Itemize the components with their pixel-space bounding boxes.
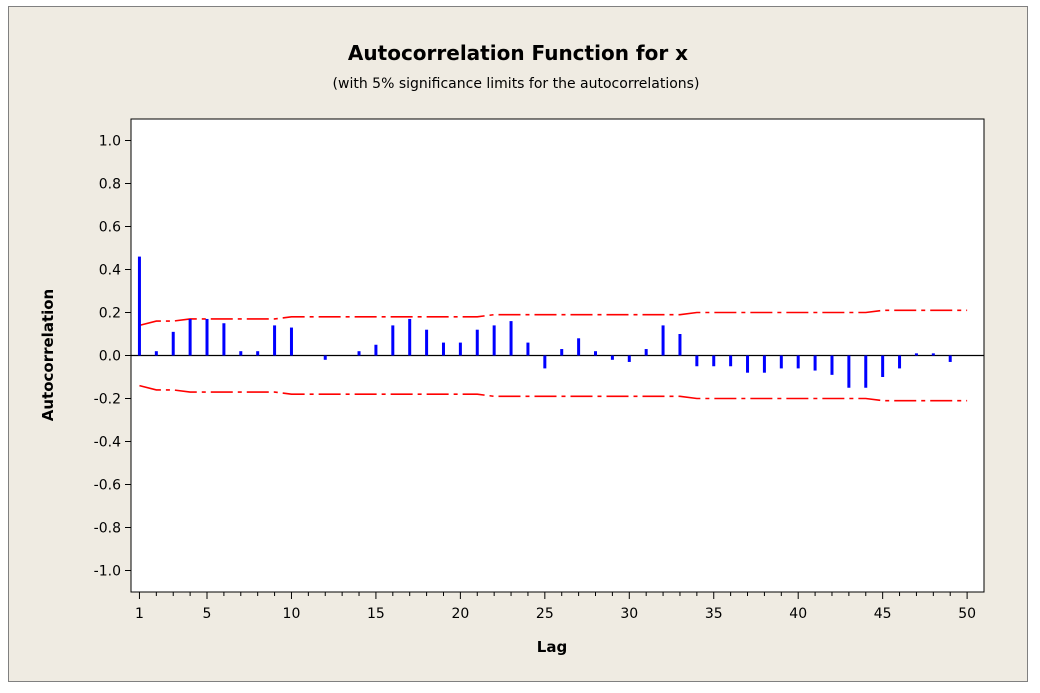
acf-bar-lag-10 xyxy=(289,327,293,356)
acf-bar-lag-4 xyxy=(188,318,192,356)
acf-bars xyxy=(137,256,952,388)
chart-subtitle: (with 5% significance limits for the aut… xyxy=(333,76,700,92)
acf-bar-lag-39 xyxy=(779,355,783,369)
y-tick-label: 0.6 xyxy=(99,220,121,236)
acf-bar-lag-33 xyxy=(678,334,682,356)
acf-bar-lag-1 xyxy=(137,256,141,356)
acf-bar-lag-6 xyxy=(222,323,226,356)
acf-bar-lag-20 xyxy=(458,342,462,356)
acf-bar-lag-16 xyxy=(391,325,395,356)
acf-bar-lag-45 xyxy=(881,355,885,377)
x-tick-label: 30 xyxy=(620,606,638,622)
acf-bar-lag-23 xyxy=(509,321,513,356)
y-tick-label: -0.4 xyxy=(94,435,121,451)
acf-bar-lag-9 xyxy=(273,325,277,356)
x-tick-label: 10 xyxy=(283,606,301,622)
acf-bar-lag-8 xyxy=(256,351,260,356)
y-tick-label: 0.2 xyxy=(99,306,121,322)
acf-bar-lag-47 xyxy=(914,353,918,356)
x-tick-label: 15 xyxy=(367,606,385,622)
acf-bar-lag-27 xyxy=(577,338,581,356)
acf-bar-lag-34 xyxy=(695,355,699,367)
acf-bar-lag-17 xyxy=(408,318,412,356)
acf-bar-lag-32 xyxy=(661,325,665,356)
x-axis-label: Lag xyxy=(537,638,567,656)
acf-bar-lag-35 xyxy=(712,355,716,367)
x-tick-label: 40 xyxy=(789,606,807,622)
acf-bar-lag-49 xyxy=(948,355,952,362)
y-axis: 1.0 0.8 0.6 0.4 0.2 0.0 -0.2 -0.4 -0.6 -0.8 -1.0 xyxy=(94,134,131,580)
chart-title: Autocorrelation Function for x xyxy=(348,41,688,65)
x-tick-label: 35 xyxy=(705,606,723,622)
acf-bar-lag-40 xyxy=(796,355,800,369)
x-tick-label: 1 xyxy=(135,606,144,622)
acf-bar-lag-46 xyxy=(898,355,902,369)
acf-bar-lag-43 xyxy=(847,355,851,388)
significance-limits xyxy=(139,309,968,402)
acf-bar-lag-19 xyxy=(441,342,445,356)
y-tick-label: -0.6 xyxy=(94,478,121,494)
y-tick-label: 0.8 xyxy=(99,177,121,193)
acf-bar-lag-21 xyxy=(475,329,479,356)
acf-bar-lag-37 xyxy=(746,355,750,373)
x-tick-label: 45 xyxy=(874,606,892,622)
acf-bar-lag-7 xyxy=(239,351,243,356)
acf-bar-lag-38 xyxy=(762,355,766,373)
y-tick-label: -0.2 xyxy=(94,392,121,408)
acf-bar-lag-36 xyxy=(729,355,733,367)
acf-bar-lag-31 xyxy=(644,349,648,356)
y-tick-label: -0.8 xyxy=(94,521,121,537)
acf-bar-lag-2 xyxy=(154,351,158,356)
acf-bar-lag-14 xyxy=(357,351,361,356)
x-tick-label: 50 xyxy=(958,606,976,622)
acf-bar-lag-42 xyxy=(830,355,834,375)
y-tick-label: 0.0 xyxy=(99,349,121,365)
acf-bar-lag-25 xyxy=(543,355,547,369)
x-tick-label: 25 xyxy=(536,606,554,622)
acf-bar-lag-48 xyxy=(931,353,935,356)
y-axis-label: Autocorrelation xyxy=(39,289,57,422)
acf-bar-lag-41 xyxy=(813,355,817,371)
upper-significance-limit xyxy=(139,309,968,327)
x-axis: 1 5 10 15 20 25 30 35 40 45 50 xyxy=(135,592,976,622)
y-tick-label: 1.0 xyxy=(99,134,121,150)
y-tick-label: 0.4 xyxy=(99,263,121,279)
acf-bar-lag-22 xyxy=(492,325,496,356)
x-tick-label: 5 xyxy=(203,606,212,622)
acf-bar-lag-18 xyxy=(425,329,429,356)
acf-bar-lag-3 xyxy=(171,331,175,356)
acf-bar-lag-44 xyxy=(864,355,868,388)
acf-bar-lag-28 xyxy=(594,351,598,356)
acf-bar-lag-26 xyxy=(560,349,564,356)
x-tick-label: 20 xyxy=(451,606,469,622)
lower-significance-limit xyxy=(139,384,968,402)
acf-bar-lag-29 xyxy=(610,355,614,360)
acf-bar-lag-5 xyxy=(205,318,209,356)
y-tick-label: -1.0 xyxy=(94,564,121,580)
acf-bar-lag-15 xyxy=(374,344,378,356)
acf-bar-lag-30 xyxy=(627,355,631,362)
acf-bar-lag-24 xyxy=(526,342,530,356)
acf-bar-lag-12 xyxy=(323,355,327,360)
